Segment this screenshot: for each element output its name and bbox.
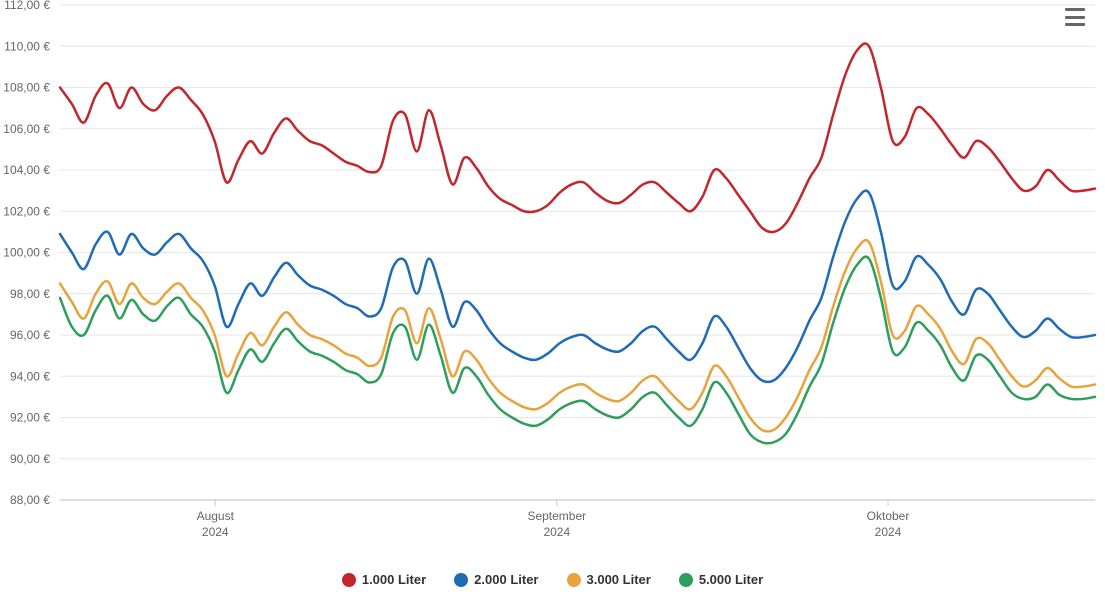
legend-label: 1.000 Liter: [362, 572, 426, 587]
legend-label: 2.000 Liter: [474, 572, 538, 587]
svg-text:96,00 €: 96,00 €: [10, 328, 50, 342]
legend-swatch: [342, 573, 356, 587]
legend-swatch: [454, 573, 468, 587]
legend-item[interactable]: 3.000 Liter: [567, 572, 651, 587]
hamburger-menu-icon[interactable]: [1063, 6, 1087, 28]
svg-text:August: August: [197, 509, 235, 523]
svg-text:90,00 €: 90,00 €: [10, 452, 50, 466]
legend: 1.000 Liter 2.000 Liter 3.000 Liter 5.000 L…: [0, 572, 1105, 587]
legend-swatch: [567, 573, 581, 587]
svg-text:2024: 2024: [202, 525, 229, 539]
svg-text:88,00 €: 88,00 €: [10, 493, 50, 507]
price-chart: 88,00 € 90,00 € 92,00 € 94,00 € 96,00 € 98,00…: [0, 0, 1105, 602]
svg-text:98,00 €: 98,00 €: [10, 287, 50, 301]
legend-label: 3.000 Liter: [587, 572, 651, 587]
svg-text:104,00 €: 104,00 €: [3, 163, 50, 177]
svg-text:2024: 2024: [543, 525, 570, 539]
legend-item[interactable]: 2.000 Liter: [454, 572, 538, 587]
legend-label: 5.000 Liter: [699, 572, 763, 587]
svg-text:92,00 €: 92,00 €: [10, 411, 50, 425]
svg-text:Oktober: Oktober: [867, 509, 910, 523]
svg-text:110,00 €: 110,00 €: [4, 39, 50, 53]
svg-text:106,00 €: 106,00 €: [3, 122, 50, 136]
svg-text:102,00 €: 102,00 €: [3, 204, 50, 218]
chart-svg: 88,00 € 90,00 € 92,00 € 94,00 € 96,00 € 98,00…: [0, 0, 1105, 602]
svg-text:100,00 €: 100,00 €: [3, 246, 50, 260]
svg-text:108,00 €: 108,00 €: [3, 81, 50, 95]
svg-text:2024: 2024: [875, 525, 902, 539]
legend-swatch: [679, 573, 693, 587]
svg-text:94,00 €: 94,00 €: [10, 369, 50, 383]
legend-item[interactable]: 1.000 Liter: [342, 572, 426, 587]
legend-item[interactable]: 5.000 Liter: [679, 572, 763, 587]
series-line: [60, 43, 1095, 232]
svg-text:112,00 €: 112,00 €: [4, 0, 50, 12]
svg-text:September: September: [527, 509, 586, 523]
